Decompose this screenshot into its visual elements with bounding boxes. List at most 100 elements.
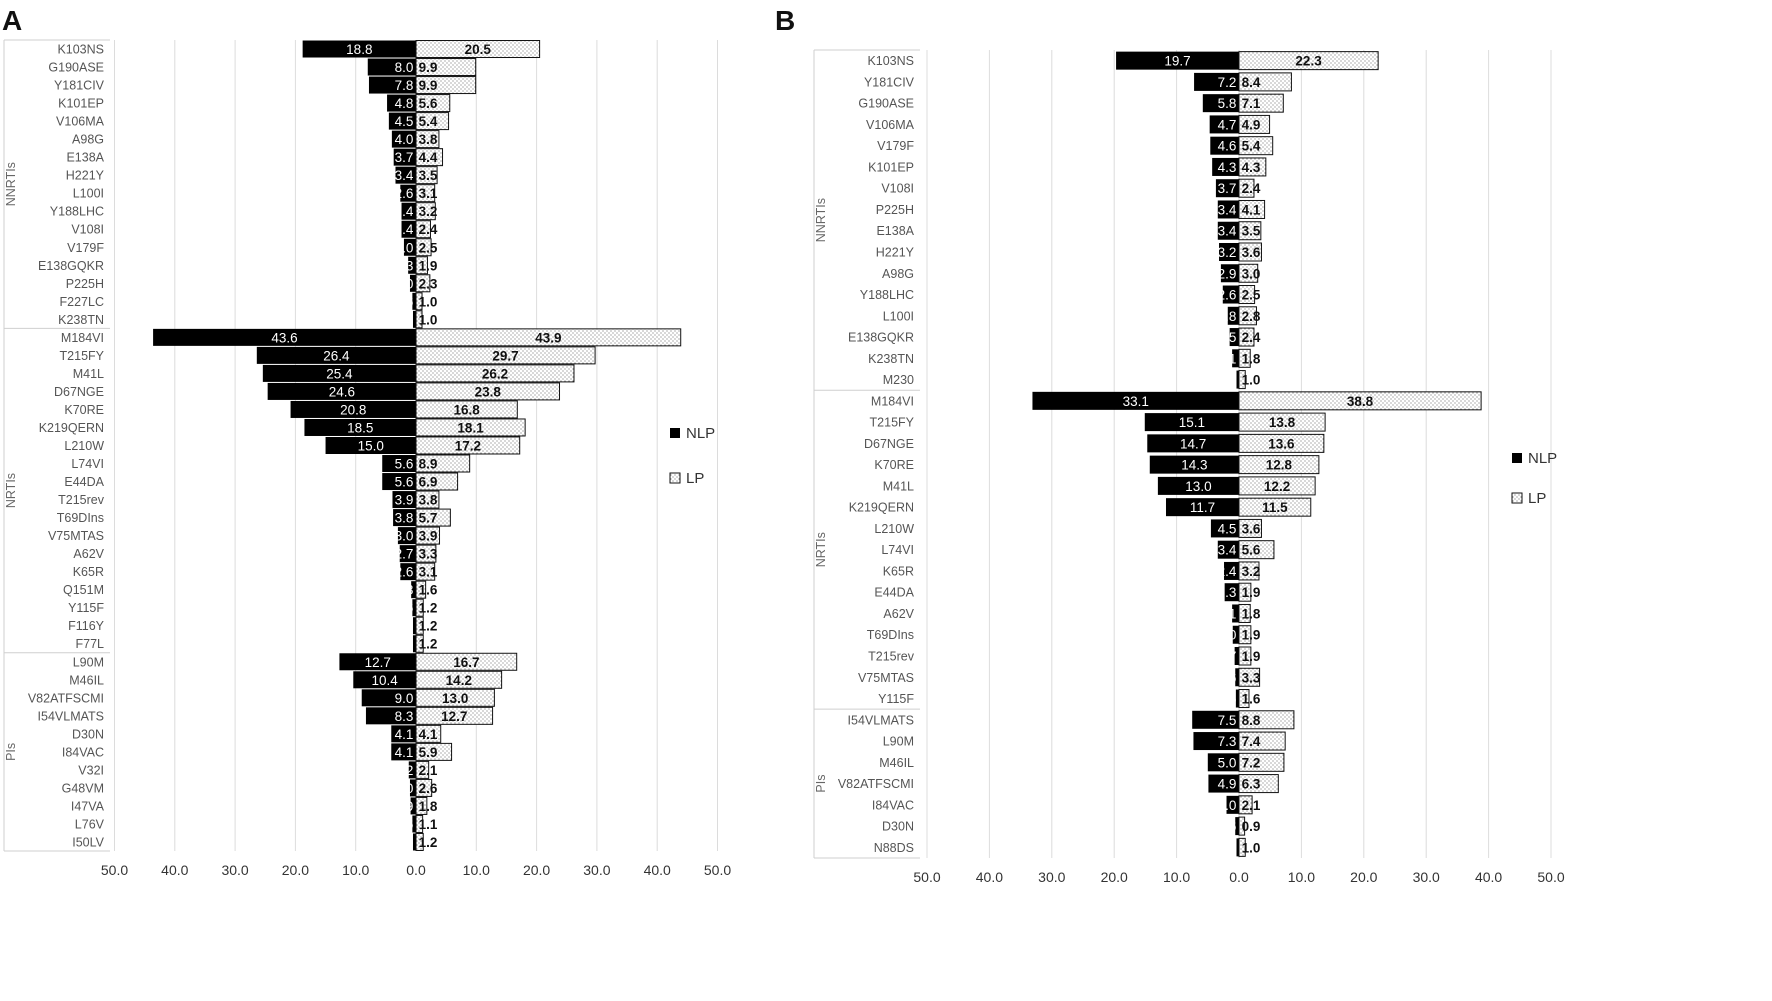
lp-value-label: 7.1 — [1242, 96, 1261, 111]
lp-bar — [1238, 752, 1285, 772]
nlp-value-label: 0.6 — [1218, 670, 1237, 685]
category-label: Y181CIV — [864, 75, 915, 89]
category-label: F77L — [76, 637, 105, 651]
nlp-value-label: 3.4 — [1218, 224, 1237, 239]
category-label: A98G — [882, 267, 914, 281]
category-label: V32I — [78, 763, 104, 777]
nlp-value-label: 4.1 — [395, 727, 414, 742]
lp-bar — [1238, 646, 1252, 666]
lp-value-label: 4.3 — [1242, 160, 1261, 175]
x-tick-label: 50.0 — [704, 862, 731, 878]
nlp-value-label: 25.4 — [326, 366, 353, 381]
lp-value-label: 1.6 — [419, 583, 438, 598]
category-label: L90M — [73, 655, 104, 669]
nlp-value-label: 7.8 — [395, 78, 414, 93]
lp-value-label: 13.8 — [1269, 415, 1296, 430]
lp-value-label: 3.2 — [419, 204, 438, 219]
nlp-value-label: 1.2 — [395, 763, 414, 778]
nlp-value-label: 2.6 — [395, 186, 414, 201]
nlp-bar — [304, 418, 416, 436]
nlp-bar — [1236, 838, 1239, 857]
nlp-bar — [365, 707, 416, 725]
nlp-value-label: 43.6 — [271, 330, 297, 345]
lp-value-label: 8.9 — [419, 457, 438, 472]
category-label: M41L — [73, 367, 104, 381]
nlp-bar — [412, 635, 416, 653]
nlp-value-label: 2.4 — [395, 204, 414, 219]
lp-bar — [1238, 306, 1257, 326]
nlp-bar — [400, 184, 416, 202]
legend-swatch-nlp — [670, 428, 680, 438]
nlp-bar — [1217, 200, 1239, 219]
lp-bar — [1238, 816, 1246, 836]
x-tick-label: 30.0 — [1038, 869, 1065, 885]
lp-value-label: 3.5 — [1242, 224, 1261, 239]
category-label: V179F — [877, 139, 914, 153]
nlp-value-label: 5.6 — [395, 457, 414, 472]
lp-value-label: 4.9 — [1242, 117, 1261, 132]
lp-value-label: 1.9 — [1242, 628, 1261, 643]
category-label: E44DA — [64, 475, 104, 489]
lp-bar — [415, 688, 495, 707]
lp-bar — [1238, 327, 1255, 347]
nlp-value-label: 3.7 — [395, 150, 414, 165]
category-label: L90M — [883, 735, 914, 749]
legend-swatch-lp — [1511, 492, 1523, 504]
nlp-value-label: 4.3 — [1218, 160, 1237, 175]
nlp-value-label: 18.5 — [347, 420, 373, 435]
lp-value-label: 4.1 — [419, 727, 438, 742]
nlp-bar — [412, 815, 416, 833]
lp-bar — [415, 760, 430, 779]
category-axis-frame — [813, 49, 920, 859]
lp-bar — [1238, 136, 1274, 156]
category-label: M46IL — [879, 756, 914, 770]
lp-bar — [415, 40, 541, 59]
category-label: V75MTAS — [858, 671, 914, 685]
lp-value-label: 1.1 — [419, 817, 438, 832]
lp-value-label: 16.7 — [453, 655, 479, 670]
nlp-bar — [395, 166, 416, 184]
nlp-value-label: 13.0 — [1185, 479, 1211, 494]
nlp-bar — [1207, 753, 1239, 772]
lp-bar — [415, 616, 424, 635]
lp-value-label: 3.3 — [419, 547, 438, 562]
nlp-bar — [382, 473, 416, 491]
category-label: K101EP — [868, 160, 914, 174]
nlp-value-label: 0.4 — [1218, 840, 1237, 855]
nlp-bar — [412, 833, 416, 851]
nlp-value-label: 3.9 — [395, 493, 414, 508]
nlp-value-label: 24.6 — [329, 384, 355, 399]
category-label: V106MA — [866, 118, 915, 132]
lp-value-label: 2.1 — [1242, 798, 1261, 813]
lp-bar — [1238, 114, 1271, 134]
nlp-value-label: 4.0 — [395, 132, 414, 147]
nlp-bar — [411, 581, 416, 599]
nlp-value-label: 0.8 — [395, 583, 414, 598]
category-label: T215rev — [868, 650, 915, 664]
nlp-bar — [388, 112, 416, 130]
lp-bar — [1238, 731, 1286, 751]
category-label: D30N — [882, 820, 914, 834]
lp-value-label: 1.8 — [1242, 351, 1261, 366]
category-label: L210W — [64, 439, 104, 453]
x-tick-label: 20.0 — [1350, 869, 1377, 885]
lp-value-label: 7.2 — [1242, 755, 1261, 770]
nlp-value-label: 0.5 — [395, 835, 414, 850]
category-label: E138A — [66, 151, 104, 165]
legend-swatch-lp — [669, 472, 681, 484]
category-label: D67NGE — [54, 385, 104, 399]
x-tick-label: 40.0 — [644, 862, 671, 878]
nlp-value-label: 15.0 — [358, 439, 384, 454]
lp-bar — [415, 328, 682, 347]
nlp-bar — [1194, 72, 1239, 91]
category-label: K65R — [73, 565, 104, 579]
category-label: Q151M — [63, 583, 104, 597]
nlp-value-label: 26.4 — [323, 348, 350, 363]
category-label: T215FY — [60, 349, 105, 363]
lp-value-label: 16.8 — [454, 402, 481, 417]
category-label: P225H — [66, 277, 104, 291]
category-label: G190ASE — [48, 61, 104, 75]
lp-value-label: 2.8 — [1242, 309, 1261, 324]
category-label: V82ATFSCMI — [838, 777, 914, 791]
x-tick-label: 30.0 — [1413, 869, 1440, 885]
